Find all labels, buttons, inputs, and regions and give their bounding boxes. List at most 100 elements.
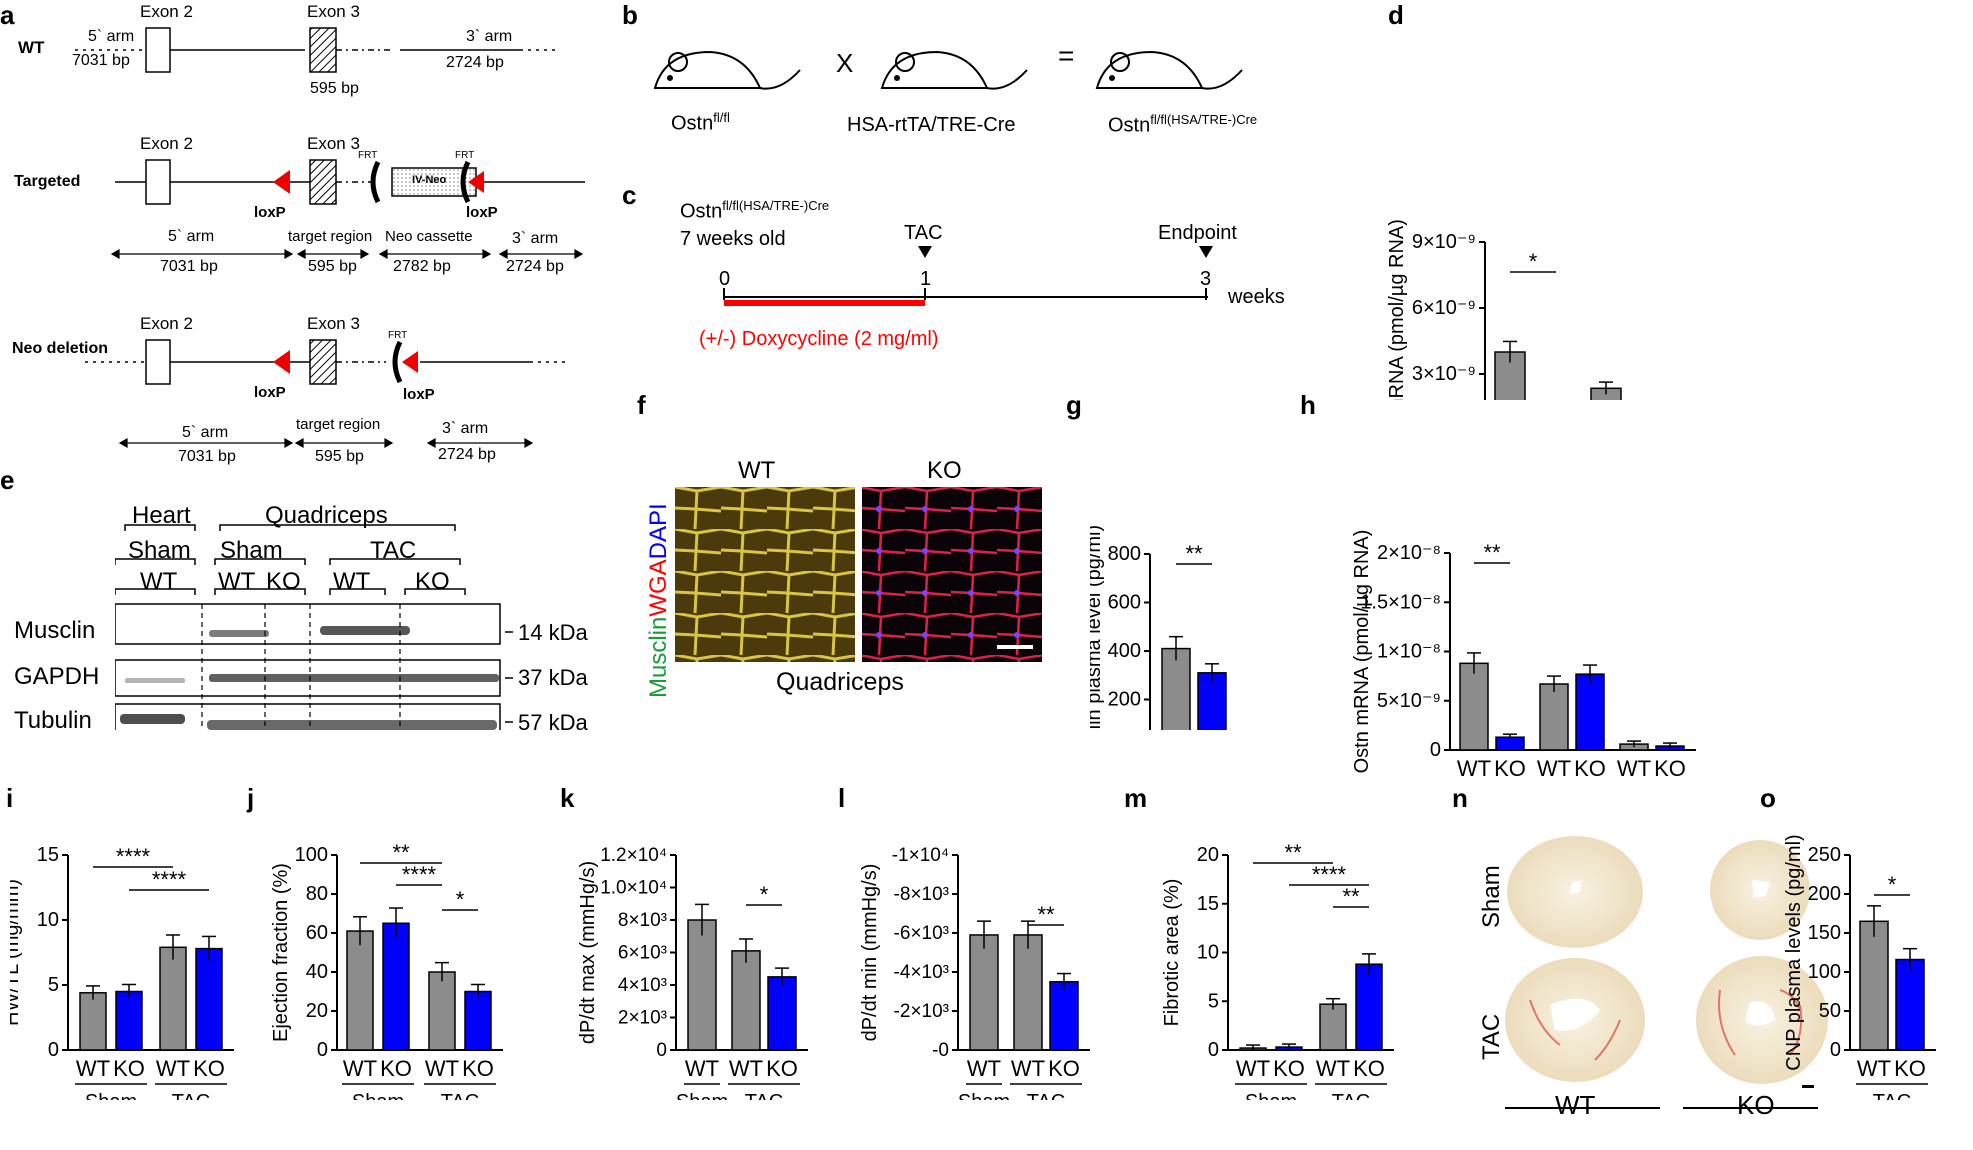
y-tick-label: 10 <box>1197 942 1219 964</box>
blot-sham: Sham <box>220 537 283 564</box>
wt-label: WT <box>18 38 45 57</box>
c-unit: weeks <box>1228 286 1285 308</box>
panel-letter-d: d <box>1388 0 1404 30</box>
blot-row-tubulin: Tubulin <box>14 707 92 734</box>
heart-tac-label: TAC <box>1478 1013 1505 1060</box>
y-tick-label: 6×10⁻⁹ <box>1412 297 1476 319</box>
significance-label: ** <box>1342 884 1360 909</box>
y-tick-label: 2×10³ <box>618 1008 667 1029</box>
exon3-label: Exon 3 <box>307 314 360 333</box>
category-label: WT <box>156 1056 190 1081</box>
y-tick-label: 60 <box>306 922 328 944</box>
y-tick-label: 2×10⁻⁸ <box>1377 542 1441 564</box>
arm5-label: 5` arm <box>88 28 135 45</box>
y-tick-label: 200 <box>1808 883 1841 905</box>
y-tick-label: 9×10⁻⁹ <box>1412 231 1476 253</box>
y-tick-label: 20 <box>1197 844 1219 866</box>
y-tick-label: 200 <box>1108 689 1141 711</box>
category-label: WT <box>1617 756 1651 780</box>
mouse-icon <box>653 50 801 90</box>
category-label: KO <box>1654 756 1686 780</box>
arm5-label: 5` arm <box>182 424 229 441</box>
neo-cassette-label: Neo cassette <box>385 228 473 245</box>
arm3-label: 3` arm <box>466 28 513 45</box>
y-tick-label: 100 <box>1808 961 1841 983</box>
category-label: KO <box>1494 756 1526 780</box>
bar <box>1049 981 1079 1051</box>
blot-ko: KO <box>266 568 301 595</box>
heart-sham-label: Sham <box>1478 865 1505 928</box>
y-tick-label: 80 <box>306 883 328 905</box>
y-tick-label: 5 <box>48 974 59 996</box>
blot-row-musclin: Musclin <box>14 617 96 644</box>
blot-row-gapdh: GAPDH <box>14 663 100 690</box>
loxp-arrow <box>273 170 290 194</box>
panel-letter-j: j <box>247 783 255 813</box>
arm3-label: 3` arm <box>442 420 489 437</box>
y-tick-label: 0 <box>1430 739 1441 761</box>
panel-letter-b: b <box>622 0 638 30</box>
y-tick-label: -8×10³ <box>894 884 949 905</box>
y-axis-label: dP/dt min (mmHg/s) <box>859 864 881 1042</box>
blot-wt: WT <box>140 568 178 595</box>
y-axis-label: dP/dt max (mmHg/s) <box>577 861 599 1044</box>
stain-labels: MusclinWGADAPI <box>645 503 672 698</box>
y-tick-label: 0 <box>317 1039 328 1061</box>
significance-label: ** <box>1037 902 1055 927</box>
equals-symbol: = <box>1058 40 1075 71</box>
category-label: KO <box>193 1056 225 1081</box>
y-tick-label: 8×10³ <box>618 910 667 931</box>
heart-wt-label: WT <box>1555 1090 1596 1120</box>
target-region-label: target region <box>288 228 373 245</box>
mouse1-label: Ostnfl/fl <box>671 110 730 135</box>
category-label: KO <box>1353 1056 1385 1081</box>
bar <box>115 990 143 1051</box>
c-endpoint: Endpoint <box>1158 222 1237 244</box>
gene-construct-diagram <box>75 27 585 449</box>
panel-letter-n: n <box>1452 783 1468 813</box>
y-tick-label: 1.2×10⁴ <box>600 845 667 866</box>
category-label: KO <box>1894 1056 1926 1081</box>
y-tick-label: 600 <box>1108 592 1141 614</box>
c-t1: 1 <box>920 268 932 290</box>
category-label: WT <box>729 1056 763 1081</box>
category-label: KO <box>380 1056 412 1081</box>
significance-label: **** <box>1312 862 1347 887</box>
exon2-label: Exon 2 <box>140 134 193 153</box>
y-tick-label: 1.0×10⁴ <box>600 878 667 899</box>
chart-l-dpdt-min: -0 -2×10³ -4×10³ -6×10³ -8×10³ -1×10⁴ dP/dt mi… <box>859 845 1090 1100</box>
blot-wt: WT <box>333 568 371 595</box>
group-label: TAC <box>1027 1091 1066 1100</box>
bar <box>731 950 761 1051</box>
category-label: KO <box>113 1056 145 1081</box>
c-dox: (+/-) Doxycycline (2 mg/ml) <box>699 328 939 350</box>
wt-micrograph <box>675 487 855 662</box>
significance-label: **** <box>116 844 151 869</box>
significance-label: ** <box>392 840 410 865</box>
micrographs <box>675 487 1042 662</box>
micrograph-wt: WT <box>738 457 776 484</box>
group-label: Sham <box>1245 1091 1297 1100</box>
c-t3: 3 <box>1200 268 1212 290</box>
c-age: 7 weeks old <box>680 228 786 250</box>
blot-header-brackets <box>115 524 466 595</box>
y-tick-label: 5×10⁻⁹ <box>1377 690 1441 712</box>
category-label: WT <box>343 1056 377 1081</box>
panel-letter-k: k <box>560 783 575 813</box>
y-axis-label: HW/TL (mg/mm) <box>10 879 23 1026</box>
panel-letter-h: h <box>1300 390 1316 420</box>
arm3-bp: 2724 bp <box>446 54 504 71</box>
category-label: WT <box>1316 1056 1350 1081</box>
kda-label: 14 kDa <box>518 620 588 645</box>
arm5-bp: 7031 bp <box>178 448 236 465</box>
arm3-bp: 2724 bp <box>438 446 496 463</box>
exon3-label: Exon 3 <box>307 2 360 21</box>
panel-letter-a: a <box>0 0 15 30</box>
panel-letter-l: l <box>838 783 846 813</box>
y-axis-label: Ejection fraction (%) <box>270 863 292 1042</box>
significance-label: ** <box>1185 541 1203 566</box>
bar <box>1197 672 1227 730</box>
y-tick-label: -4×10³ <box>894 962 949 983</box>
loxp-label: loxP <box>403 386 435 403</box>
